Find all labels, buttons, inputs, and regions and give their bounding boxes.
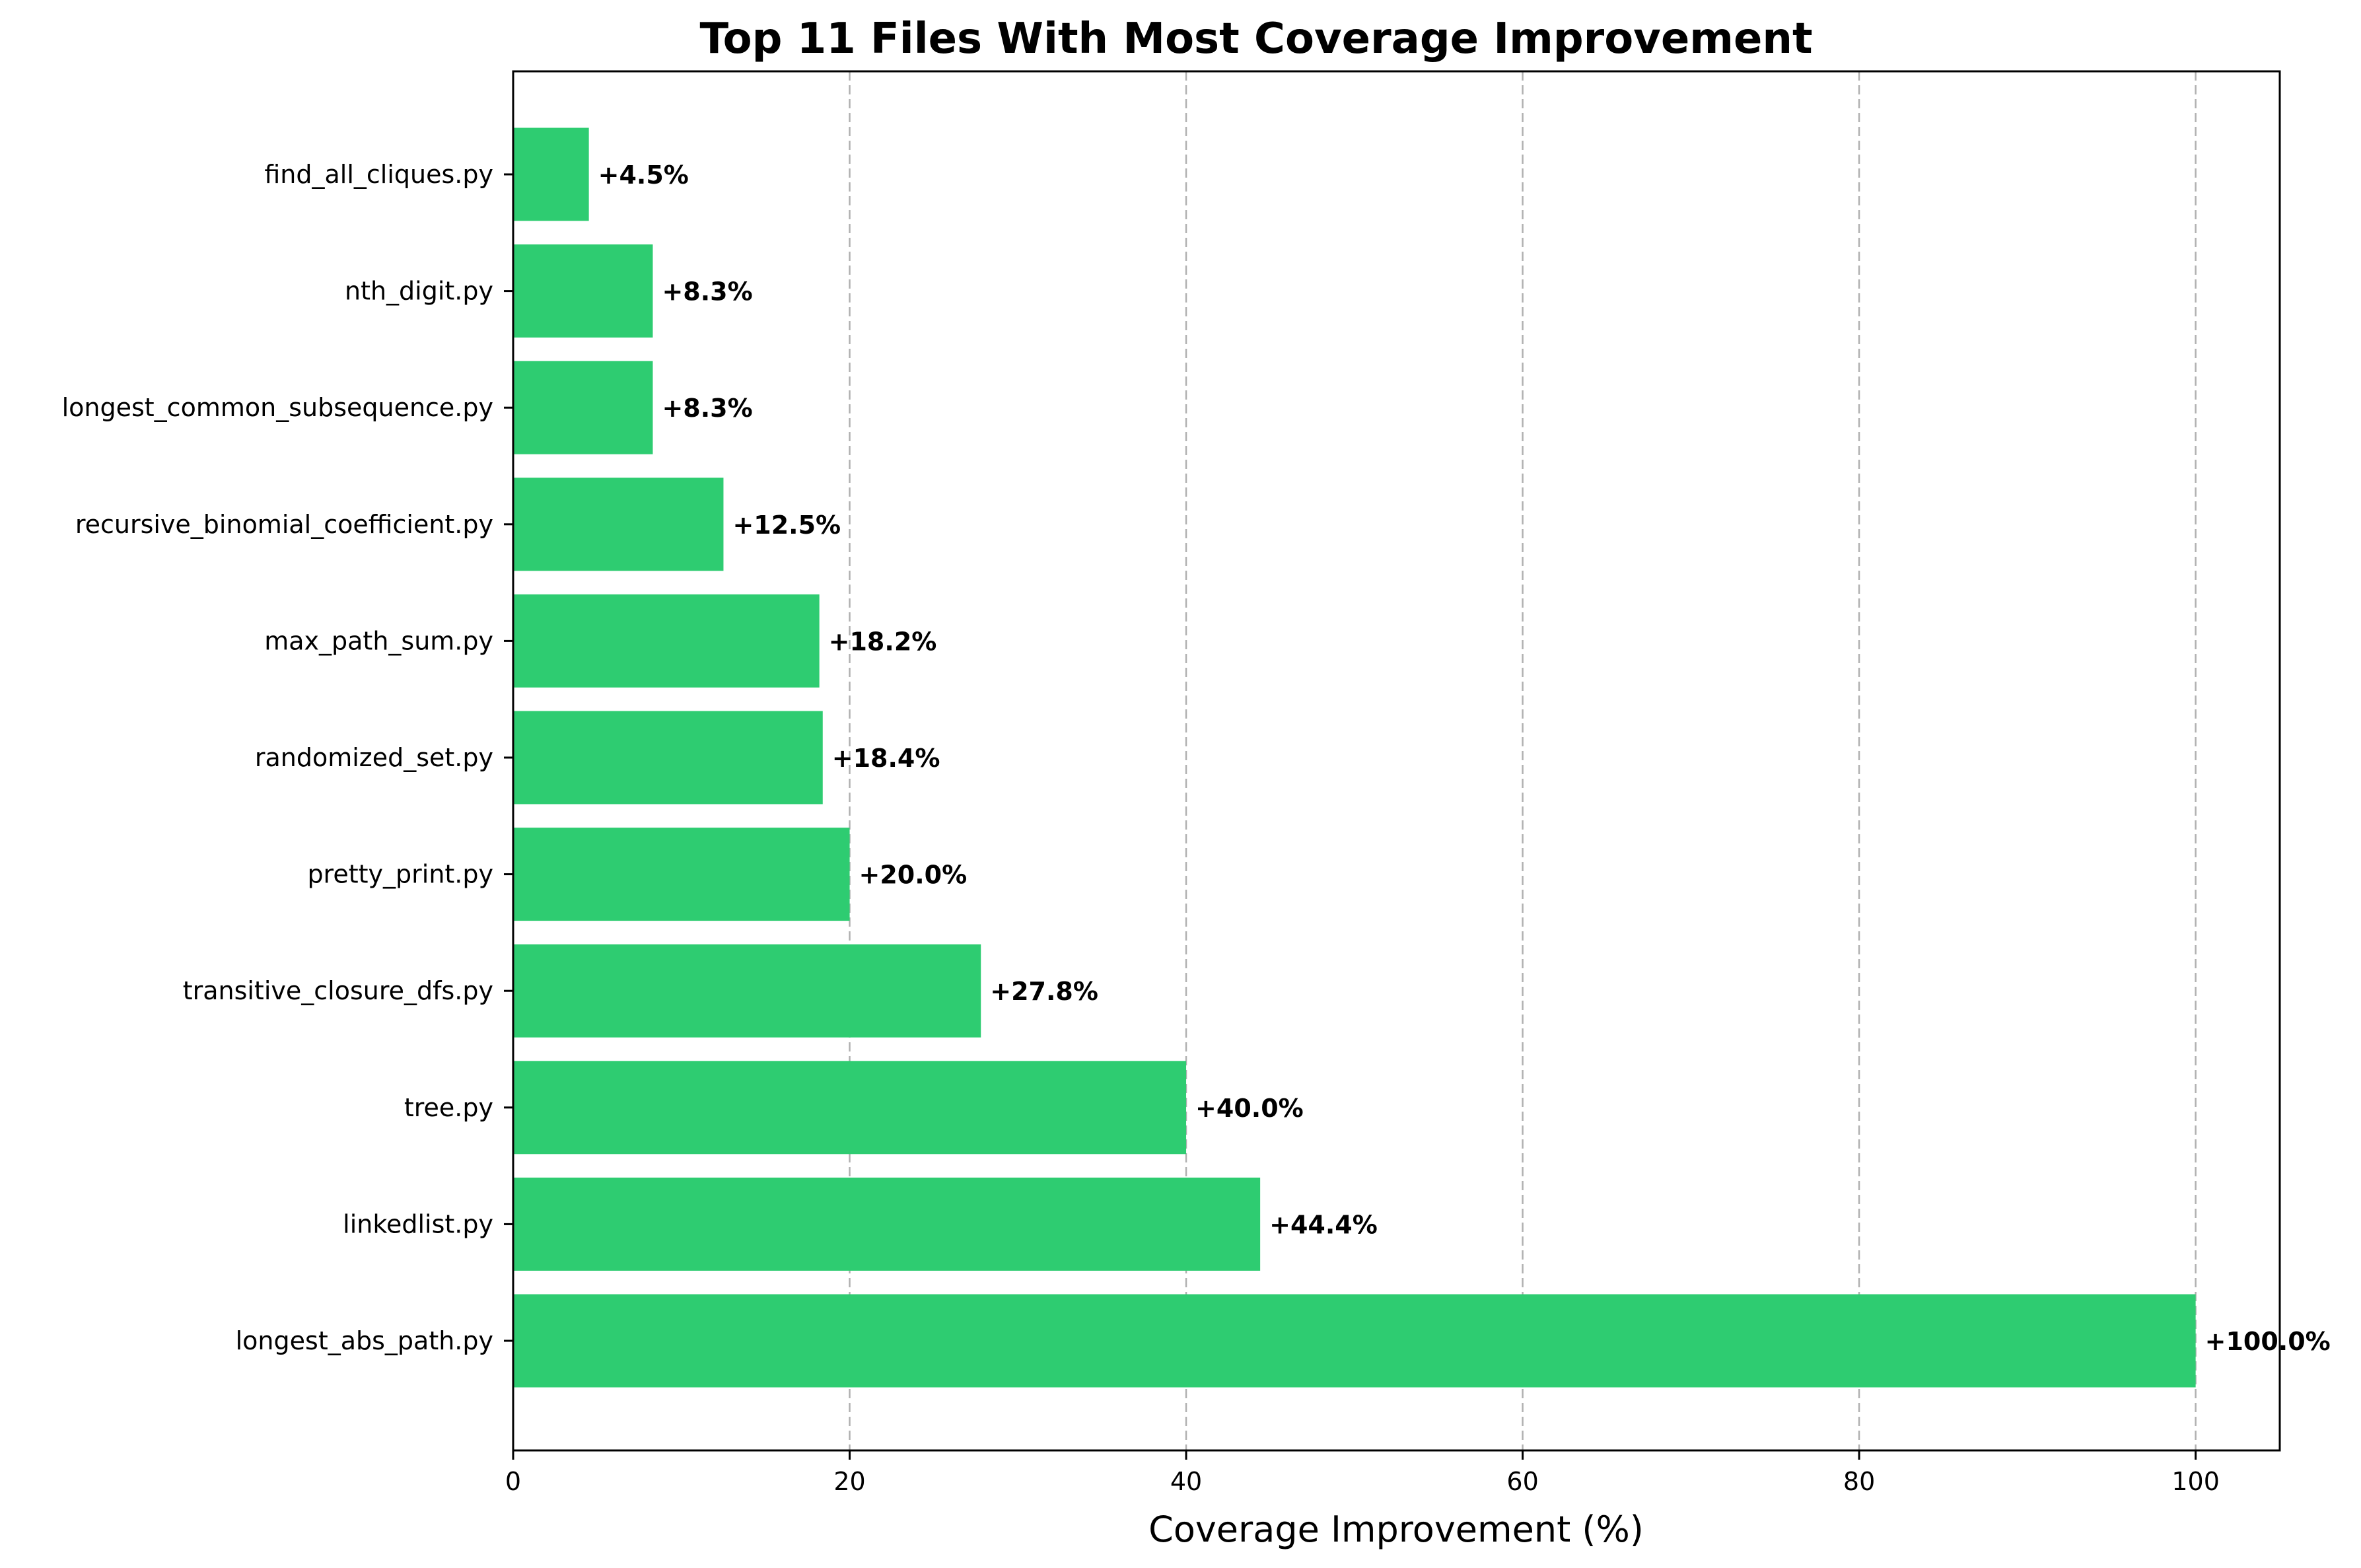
category-label: longest_abs_path.py (236, 1326, 493, 1355)
category-label: pretty_print.py (307, 860, 493, 889)
x-tick-label: 60 (1506, 1467, 1538, 1496)
category-label: longest_common_subsequence.py (62, 393, 493, 422)
category-label: transitive_closure_dfs.py (183, 976, 493, 1005)
bar (513, 711, 823, 804)
data-label: +8.3% (662, 277, 752, 306)
bar (513, 244, 653, 338)
category-label: tree.py (404, 1093, 493, 1122)
bar (513, 478, 724, 571)
data-label: +18.4% (832, 744, 940, 773)
category-label: nth_digit.py (345, 277, 493, 306)
bar (513, 944, 981, 1038)
bar (513, 828, 850, 921)
bar (513, 1294, 2196, 1388)
category-label: max_path_sum.py (264, 626, 493, 655)
x-tick-label: 0 (505, 1467, 521, 1496)
category-label: recursive_binomial_coefficient.py (75, 510, 493, 539)
category-label: randomized_set.py (255, 743, 493, 772)
x-axis-label: Coverage Improvement (%) (1148, 1509, 1644, 1550)
bar (513, 1061, 1187, 1155)
x-tick-label: 100 (2171, 1467, 2220, 1496)
axes-frame (512, 70, 2281, 1452)
category-label: linkedlist.py (343, 1209, 493, 1238)
grid-layer (849, 71, 2197, 1450)
ticks-layer: 0 20 40 60 80 100 (504, 173, 2220, 1496)
data-label: +12.5% (732, 511, 841, 540)
data-label: +4.5% (598, 160, 689, 190)
data-label: +18.2% (829, 627, 937, 656)
x-tick-label: 80 (1843, 1467, 1875, 1496)
bar (513, 361, 653, 454)
category-labels: longest_abs_path.py linkedlist.py tree.py t… (62, 160, 493, 1355)
data-label: +27.8% (990, 977, 1098, 1006)
bar (513, 127, 589, 221)
chart-title: Top 11 Files With Most Coverage Improvem… (699, 15, 1812, 63)
bar (513, 1177, 1261, 1271)
data-labels: +100.0% +44.4% +40.0% +27.8% +20.0% +18.4% +18… (598, 160, 2331, 1356)
bars-layer (513, 127, 2196, 1388)
x-tick-label: 20 (833, 1467, 865, 1496)
data-label: +44.4% (1269, 1210, 1378, 1239)
x-tick-label: 40 (1170, 1467, 1202, 1496)
category-label: find_all_cliques.py (264, 160, 493, 189)
data-label: +100.0% (2205, 1327, 2331, 1356)
bar (513, 594, 820, 688)
data-label: +20.0% (859, 861, 968, 890)
data-label: +40.0% (1195, 1094, 1304, 1123)
data-label: +8.3% (662, 394, 752, 423)
